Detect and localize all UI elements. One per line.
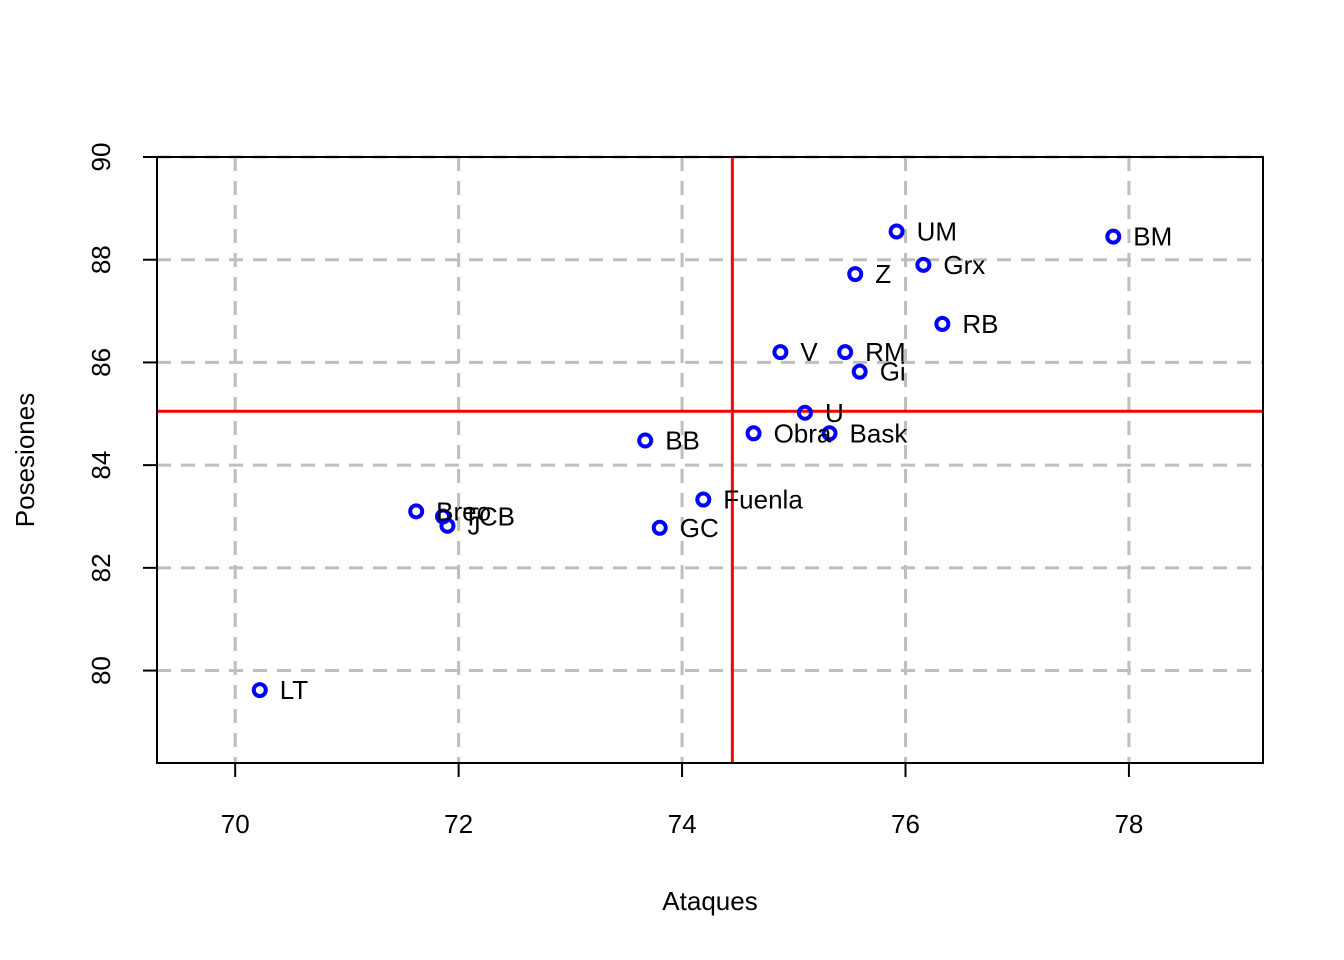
data-point — [695, 491, 712, 508]
x-tick-label: 72 — [444, 809, 473, 839]
data-point — [851, 363, 868, 380]
point-label: LT — [280, 675, 309, 705]
y-tick-label: 84 — [86, 451, 116, 480]
y-tick-label: 82 — [86, 553, 116, 582]
data-point — [408, 503, 425, 520]
point-label: RM — [865, 337, 905, 367]
x-tick-label: 74 — [668, 809, 697, 839]
data-point — [439, 517, 456, 534]
point-label: GC — [680, 513, 719, 543]
data-point — [651, 519, 668, 536]
plot-frame — [156, 156, 1264, 764]
x-tick-label: 76 — [891, 809, 920, 839]
point-label: RB — [962, 309, 998, 339]
data-point — [888, 223, 905, 240]
point-label: U — [825, 398, 844, 428]
data-point — [745, 425, 762, 442]
x-axis: 70 72 74 76 78 — [221, 762, 1143, 839]
point-label: Gi — [880, 357, 906, 387]
data-point — [796, 404, 813, 421]
point-label: Z — [875, 259, 891, 289]
point-label: UM — [917, 216, 957, 246]
data-point — [1105, 228, 1122, 245]
point-label: Grx — [943, 250, 985, 280]
data-point — [251, 682, 268, 699]
y-tick-label: 86 — [86, 348, 116, 377]
grid-lines — [157, 155, 1263, 763]
x-tick-label: 78 — [1114, 809, 1143, 839]
point-label: Fuenla — [723, 485, 803, 515]
x-axis-label: Ataques — [662, 886, 757, 916]
point-label: Breo — [436, 496, 491, 526]
y-tick-label: 88 — [86, 245, 116, 274]
point-label: J — [467, 511, 480, 541]
point-label: BB — [665, 425, 700, 455]
data-point — [915, 256, 932, 273]
point-label: V — [800, 337, 818, 367]
point-label: TCB — [463, 501, 515, 531]
data-point — [837, 344, 854, 361]
data-points — [251, 223, 1122, 699]
reference-lines — [157, 157, 1263, 763]
data-point — [772, 344, 789, 361]
point-label: BM — [1133, 222, 1172, 252]
y-axis-label: Posesiones — [10, 393, 40, 527]
point-label: Bask — [850, 418, 909, 448]
data-point — [637, 432, 654, 449]
point-label: Obra — [774, 418, 832, 448]
data-point — [847, 266, 864, 283]
x-tick-label: 70 — [221, 809, 250, 839]
data-point — [821, 425, 838, 442]
data-point — [934, 315, 951, 332]
y-tick-label: 90 — [86, 143, 116, 172]
y-axis: 80 82 84 86 88 90 — [86, 143, 158, 685]
y-tick-label: 80 — [86, 656, 116, 685]
